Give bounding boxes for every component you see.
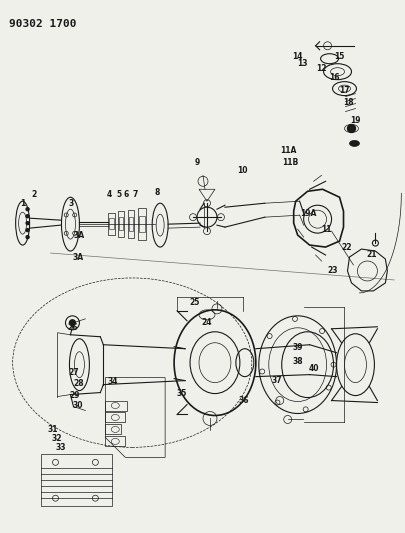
Text: 3A: 3A [73, 253, 84, 262]
Text: 8: 8 [155, 188, 160, 197]
Text: 13: 13 [297, 59, 308, 68]
Text: 18: 18 [343, 99, 354, 107]
Text: 6: 6 [124, 190, 129, 199]
Text: 11B: 11B [282, 158, 298, 167]
Text: 90302 1700: 90302 1700 [9, 19, 76, 29]
Circle shape [347, 125, 356, 133]
Text: 32: 32 [52, 434, 62, 443]
Text: 3: 3 [69, 199, 74, 208]
Text: 34: 34 [108, 377, 118, 386]
Text: 5: 5 [116, 190, 121, 199]
Text: 39: 39 [292, 343, 303, 352]
Text: 22: 22 [342, 243, 352, 252]
Text: 11: 11 [322, 225, 332, 234]
Bar [128, 210, 134, 238]
Text: 19A: 19A [300, 209, 316, 218]
Bar [119, 217, 123, 230]
Text: 36: 36 [239, 396, 249, 405]
Circle shape [70, 320, 75, 326]
Bar [105, 400, 127, 410]
Text: 9: 9 [195, 158, 200, 167]
Bar [129, 217, 133, 231]
Text: 1: 1 [20, 199, 26, 208]
Ellipse shape [350, 140, 360, 147]
Text: 33: 33 [55, 443, 66, 452]
Text: 10: 10 [238, 166, 248, 175]
Bar [118, 211, 124, 237]
Text: 19: 19 [351, 116, 361, 125]
Circle shape [26, 236, 29, 239]
Text: 31: 31 [48, 425, 58, 434]
Text: 26: 26 [67, 323, 78, 332]
Text: 35: 35 [176, 390, 187, 399]
Text: 25: 25 [189, 298, 200, 307]
Text: 15: 15 [334, 52, 344, 61]
Text: 12: 12 [316, 64, 327, 73]
Text: 30: 30 [73, 401, 83, 410]
Bar [105, 424, 121, 434]
Text: 11A: 11A [280, 146, 296, 155]
Text: 24: 24 [201, 318, 212, 327]
Circle shape [26, 208, 29, 211]
Text: 40: 40 [308, 364, 319, 373]
Text: 37: 37 [272, 376, 282, 385]
Text: 16: 16 [330, 73, 340, 82]
Bar [138, 208, 146, 240]
Bar [109, 218, 114, 229]
Circle shape [26, 229, 29, 232]
Text: 2: 2 [31, 190, 36, 199]
Bar [105, 437, 125, 446]
Text: 21: 21 [367, 250, 377, 259]
Text: 27: 27 [69, 368, 79, 377]
Circle shape [26, 222, 29, 224]
Text: 23: 23 [327, 266, 338, 275]
Text: 38: 38 [292, 357, 303, 366]
Text: 4: 4 [106, 190, 111, 199]
Bar [108, 213, 115, 235]
Bar [105, 413, 125, 423]
Text: 29: 29 [69, 391, 79, 400]
Text: 17: 17 [339, 86, 350, 95]
Circle shape [26, 215, 29, 217]
Text: 28: 28 [73, 379, 83, 388]
Text: 7: 7 [132, 190, 137, 199]
Text: 14: 14 [292, 52, 303, 61]
Text: 3A: 3A [74, 231, 85, 240]
Bar [139, 216, 145, 232]
